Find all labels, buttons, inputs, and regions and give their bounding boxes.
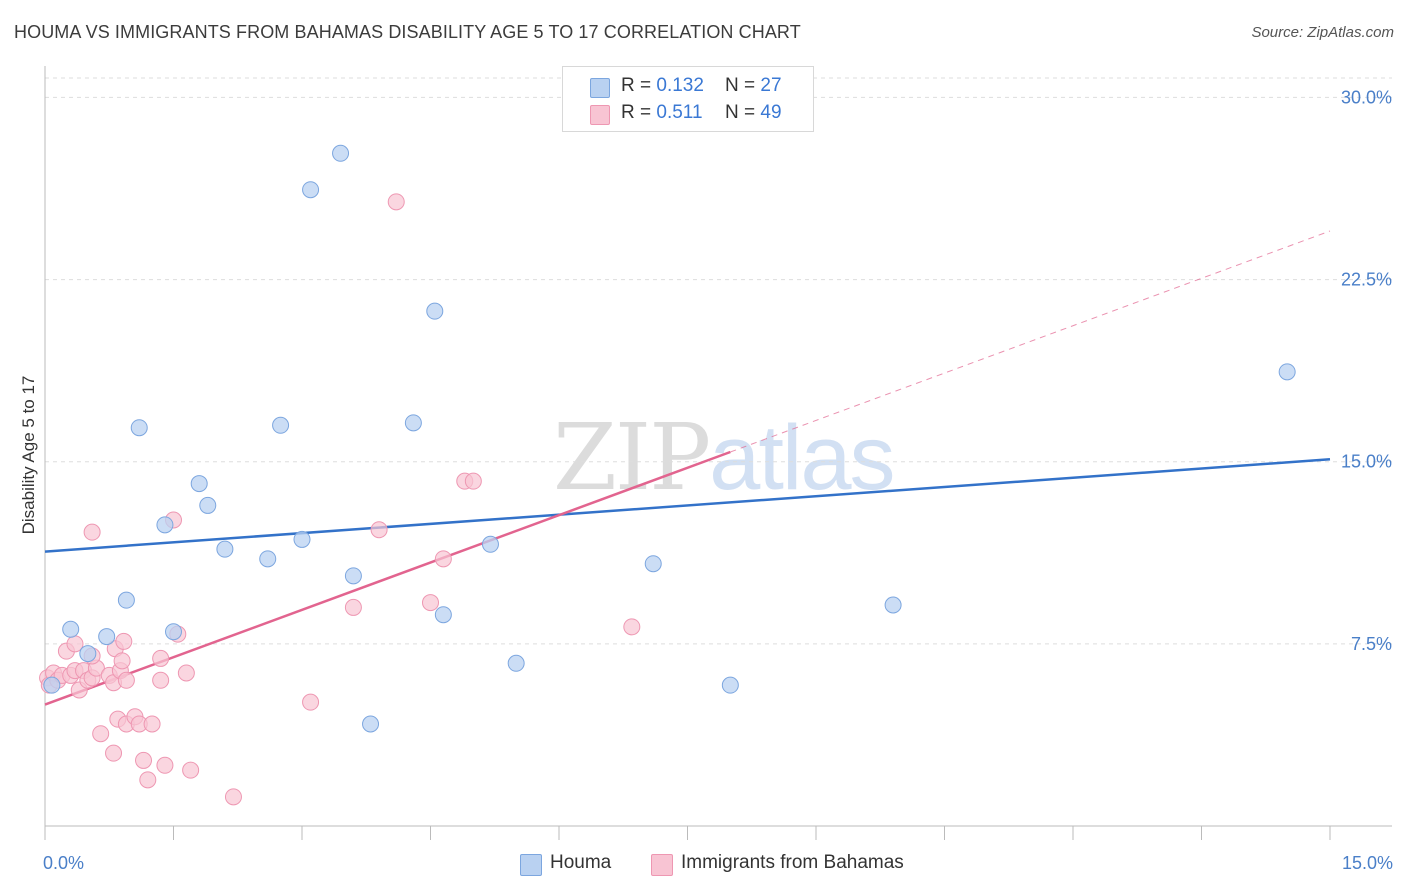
legend-r-bahamas: R = 0.511: [621, 102, 703, 124]
axes: [44, 66, 1392, 840]
tick-labels: 7.5% 15.0% 22.5% 30.0% 0.0% 15.0%: [43, 87, 1393, 873]
legend-n-houma: N = 27: [725, 75, 782, 97]
houma-point: [507, 654, 525, 672]
x-tick-label: 15.0%: [1342, 853, 1393, 873]
houma-point: [721, 676, 739, 694]
houma-point: [43, 676, 61, 694]
houma-point: [293, 530, 311, 548]
r-value-bahamas: 0.511: [656, 102, 703, 123]
bahamas-point: [152, 671, 170, 689]
bahamas-trend-extension: [730, 230, 1331, 453]
legend-n-bahamas: N = 49: [725, 102, 782, 124]
houma-point: [190, 475, 208, 493]
n-value-houma: 27: [760, 75, 782, 96]
bottom-legend-swatch-bahamas: [651, 854, 673, 876]
bahamas-point: [177, 664, 195, 682]
bahamas-point: [224, 788, 242, 806]
bahamas-point: [152, 649, 170, 667]
houma-point: [426, 302, 444, 320]
r-label: R =: [621, 102, 657, 123]
houma-point: [98, 628, 116, 646]
watermark: ZIPatlas: [553, 404, 896, 511]
houma-point: [434, 606, 452, 624]
bottom-legend-label-bahamas: Immigrants from Bahamas: [681, 852, 904, 873]
bahamas-point: [370, 521, 388, 539]
bottom-legend-swatch-houma: [520, 854, 542, 876]
houma-point: [272, 416, 290, 434]
houma-point: [362, 715, 380, 733]
bahamas-point: [105, 744, 123, 762]
bahamas-point: [344, 598, 362, 616]
bahamas-point: [113, 652, 131, 670]
houma-point: [199, 496, 217, 514]
bahamas-point: [302, 693, 320, 711]
n-value-bahamas: 49: [760, 102, 782, 123]
source-label: Source: ZipAtlas.com: [1251, 24, 1394, 41]
watermark-zip: ZIP: [553, 404, 711, 511]
bahamas-point: [115, 632, 133, 650]
houma-trend-line: [44, 458, 1331, 553]
houma-point: [79, 645, 97, 663]
houma-point: [884, 596, 902, 614]
trend-lines: [44, 230, 1331, 706]
n-label: N =: [725, 102, 761, 123]
bahamas-trend-line: [44, 450, 731, 706]
houma-point: [332, 144, 350, 162]
y-tick-label: 30.0%: [1341, 87, 1392, 107]
x-tick-label: 0.0%: [43, 853, 84, 873]
bahamas-point: [143, 715, 161, 733]
houma-point: [404, 414, 422, 432]
data-points: [39, 144, 1296, 806]
houma-point: [62, 620, 80, 638]
bottom-legend-bahamas: Immigrants from Bahamas: [651, 852, 951, 876]
legend: R = 0.132 N = 27 R = 0.511 N = 49: [562, 66, 814, 132]
bahamas-point: [135, 751, 153, 769]
grid-lines: [45, 77, 1392, 645]
bottom-legend-houma: Houma: [520, 852, 650, 876]
houma-point: [117, 591, 135, 609]
houma-point: [216, 540, 234, 558]
y-axis-label: Disability Age 5 to 17: [19, 376, 38, 535]
bahamas-point: [434, 550, 452, 568]
chart-title: HOUMA VS IMMIGRANTS FROM BAHAMAS DISABIL…: [14, 22, 801, 42]
bahamas-point: [83, 523, 101, 541]
houma-point: [130, 419, 148, 437]
legend-r-houma: R = 0.132: [621, 75, 704, 97]
houma-point: [302, 181, 320, 199]
houma-point: [1278, 363, 1296, 381]
bahamas-point: [464, 472, 482, 490]
bahamas-point: [92, 725, 110, 743]
y-tick-label: 15.0%: [1341, 452, 1392, 472]
r-label: R =: [621, 75, 657, 96]
bahamas-point: [117, 671, 135, 689]
houma-point: [344, 567, 362, 585]
houma-point: [165, 623, 182, 641]
houma-point: [644, 555, 662, 573]
legend-row-bahamas: R = 0.511 N = 49: [563, 101, 813, 127]
bottom-legend-label-houma: Houma: [550, 852, 612, 873]
houma-point: [259, 550, 277, 568]
bahamas-point: [623, 618, 641, 636]
houma-point: [156, 516, 174, 534]
legend-swatch-bahamas: [590, 105, 610, 125]
houma-point: [481, 535, 499, 553]
y-tick-label: 22.5%: [1341, 270, 1392, 290]
n-label: N =: [725, 75, 761, 96]
bahamas-point: [139, 771, 157, 789]
bahamas-point: [422, 594, 439, 612]
y-tick-label: 7.5%: [1351, 634, 1392, 654]
legend-row-houma: R = 0.132 N = 27: [563, 74, 813, 100]
bahamas-point: [387, 193, 405, 211]
bahamas-point: [182, 761, 200, 779]
legend-swatch-houma: [590, 78, 610, 98]
bahamas-point: [156, 756, 174, 774]
r-value-houma: 0.132: [656, 75, 704, 96]
